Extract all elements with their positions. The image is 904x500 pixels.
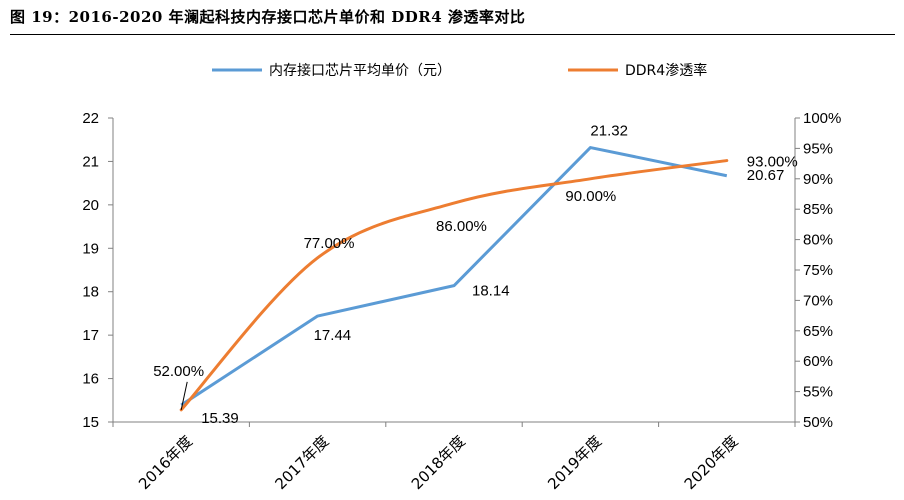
left-tick-label: 15 (82, 414, 99, 431)
series-line-price (180, 146, 728, 407)
x-tick-label: 2018年度 (408, 432, 469, 493)
leader-line (180, 381, 188, 410)
data-label-price: 15.39 (201, 410, 239, 427)
data-label-ddr4: 86.00% (436, 218, 487, 235)
right-tick-label: 90% (803, 171, 833, 188)
right-tick-label: 50% (803, 414, 833, 431)
right-tick-label: 65% (803, 323, 833, 340)
x-tick-label: 2020年度 (681, 432, 742, 493)
right-tick-label: 80% (803, 232, 833, 249)
data-label-ddr4: 90.00% (565, 188, 616, 205)
data-label-ddr4: 52.00% (153, 363, 204, 380)
legend: 内存接口芯片平均单价（元） DDR4渗透率 (212, 62, 707, 79)
left-tick-label: 16 (82, 371, 99, 388)
legend-label: DDR4渗透率 (625, 62, 707, 79)
right-tick-label: 100% (803, 110, 841, 127)
data-label-ddr4: 93.00% (747, 154, 798, 171)
series-line-ddr4 (179, 159, 729, 412)
title-rule (10, 34, 895, 35)
left-tick-label: 21 (82, 153, 99, 170)
x-tick-label: 2016年度 (135, 432, 196, 493)
data-label-ddr4: 77.00% (304, 235, 355, 252)
left-tick-label: 20 (82, 197, 99, 214)
axes: 15 16 17 18 19 20 21 22 50% 55% 60% 65% 70% 75% 80% 85%… (82, 110, 841, 493)
data-label-price: 21.32 (590, 123, 628, 140)
left-tick-label: 22 (82, 110, 99, 127)
data-labels: 15.39 17.44 18.14 21.32 20.67 52.00% 77.00% 86.… (153, 123, 797, 428)
data-label-price: 18.14 (472, 283, 510, 300)
right-tick-label: 55% (803, 384, 833, 401)
right-tick-label: 85% (803, 201, 833, 218)
data-label-price: 20.67 (747, 167, 785, 184)
left-tick-label: 19 (82, 240, 99, 257)
right-tick-label: 70% (803, 292, 833, 309)
x-tick-label: 2017年度 (271, 432, 332, 493)
data-label-price: 17.44 (314, 327, 352, 344)
left-tick-label: 17 (82, 327, 99, 344)
right-tick-label: 60% (803, 353, 833, 370)
series-layer (179, 146, 729, 412)
left-tick-label: 18 (82, 284, 99, 301)
right-tick-label: 75% (803, 262, 833, 279)
x-tick-label: 2019年度 (544, 432, 605, 493)
legend-label: 内存接口芯片平均单价（元） (269, 62, 451, 79)
figure-title: 图 19：2016-2020 年澜起科技内存接口芯片单价和 DDR4 渗透率对比 (10, 8, 526, 26)
right-tick-label: 95% (803, 140, 833, 157)
